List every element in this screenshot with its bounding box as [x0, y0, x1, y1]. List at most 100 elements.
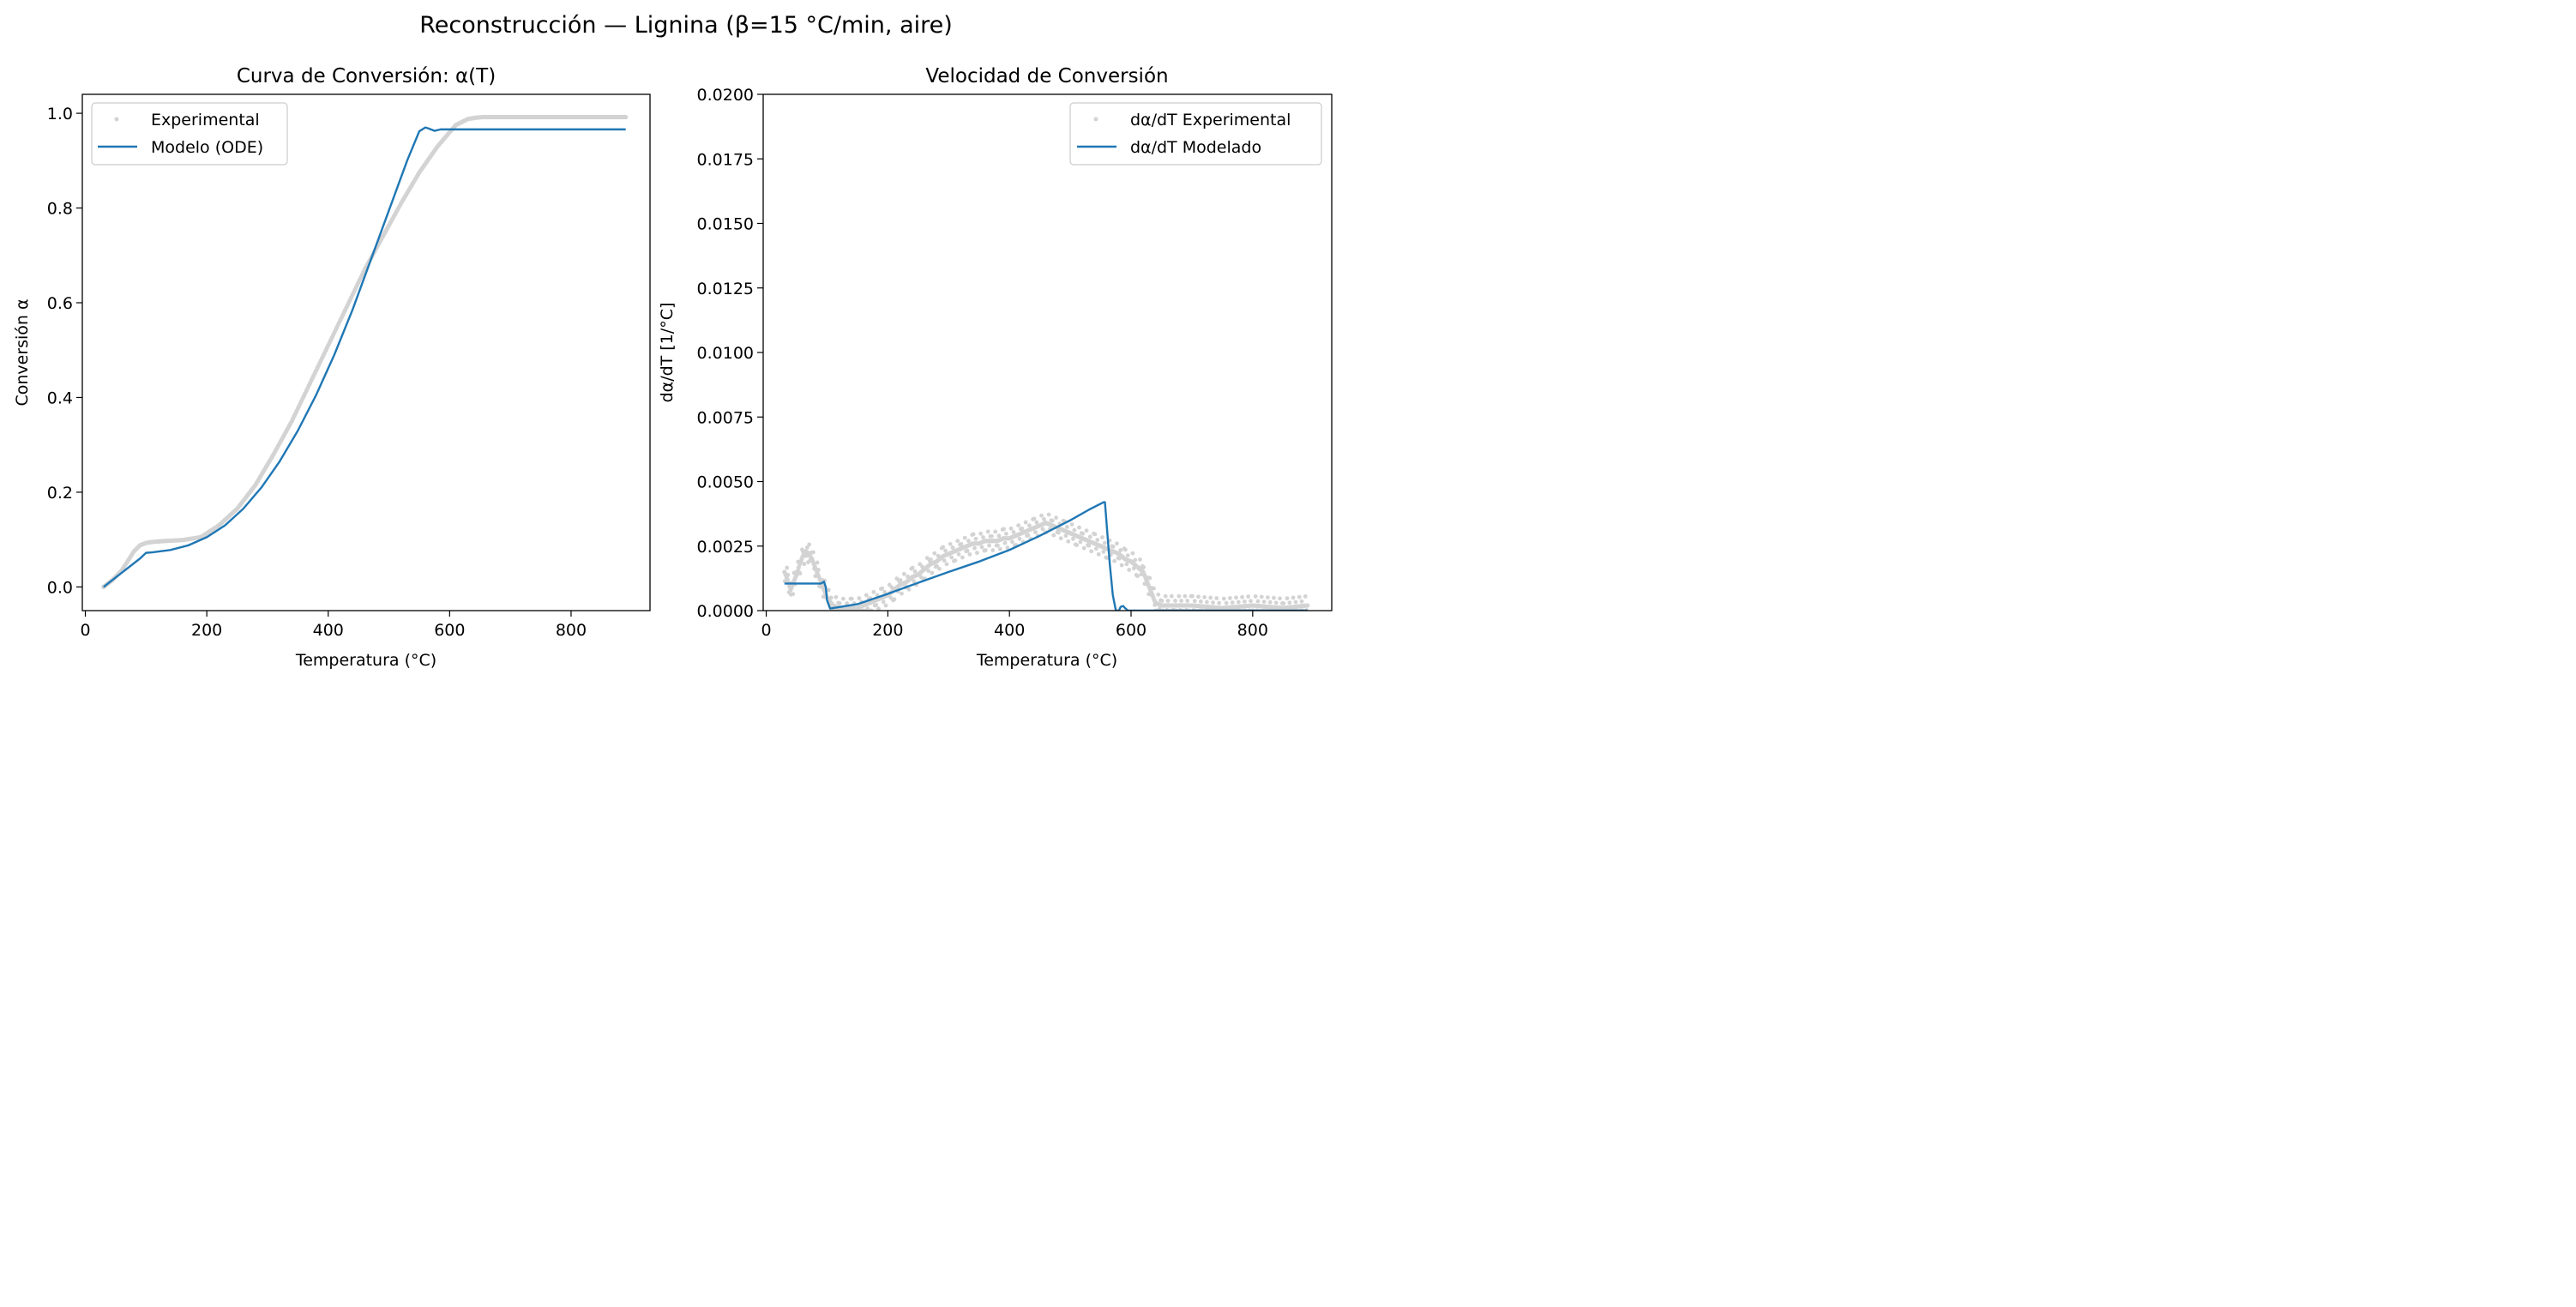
rate-experimental-point — [802, 562, 807, 567]
conversion-y-tick-label: 0.8 — [47, 200, 73, 219]
rate-experimental-point — [892, 597, 897, 602]
rate-experimental-point — [966, 539, 971, 544]
rate-experimental-point — [1196, 594, 1201, 599]
rate-experimental-point — [901, 571, 906, 576]
rate-experimental-point — [1236, 599, 1241, 605]
rate-experimental-point — [1198, 599, 1203, 604]
rate-experimental-point — [981, 535, 985, 539]
rate-experimental-point — [1004, 531, 1008, 536]
rate-experimental-point — [1273, 600, 1279, 605]
rate-experimental-point — [1208, 595, 1213, 600]
rate-experimental-point — [1034, 520, 1039, 525]
rate-experimental-point — [967, 551, 972, 557]
rate-experimental-point — [950, 545, 955, 550]
rate-experimental-point — [948, 541, 953, 546]
rate-experimental-point — [935, 563, 939, 569]
legend-experimental-marker — [114, 117, 119, 122]
rate-experimental-point — [1087, 534, 1092, 539]
rate-experimental-point — [815, 560, 820, 565]
rate-experimental-point — [1118, 548, 1123, 552]
rate-y-tick-label: 0.0075 — [697, 408, 754, 427]
rate-experimental-point — [1230, 600, 1235, 605]
conversion-y-tick-label: 0.4 — [47, 388, 73, 407]
rate-experimental-point — [880, 586, 885, 591]
rate-y-tick-label: 0.0200 — [697, 86, 754, 105]
rate-experimental-point — [937, 566, 942, 571]
rate-ticks: 0 200 400 600 800 0.0000 0.0025 0.0050 0.0075 0.0… — [697, 86, 1268, 640]
rate-experimental-point — [804, 545, 810, 550]
rate-experimental-point — [1110, 544, 1116, 549]
rate-experimental-point — [1125, 553, 1130, 557]
rate-experimental-point — [997, 546, 1002, 551]
rate-experimental-point — [900, 591, 904, 596]
rate-experimental-point — [990, 548, 996, 552]
rate-experimental-point — [1010, 539, 1014, 545]
rate-experimental-point — [1242, 599, 1247, 604]
rate-experimental-point — [1135, 574, 1140, 579]
rate-experimental-point — [785, 577, 790, 582]
rate-experimental-point — [971, 532, 976, 537]
rate-experimental-point — [1069, 522, 1074, 527]
rate-experimental-point — [1051, 533, 1056, 538]
legend-model-label: Modelo (ODE) — [151, 138, 263, 157]
rate-experimental-point — [990, 533, 994, 539]
rate-experimental-point — [849, 596, 854, 601]
rate-experimental-point — [1124, 562, 1129, 567]
rate-experimental-point — [791, 592, 796, 597]
rate-experimental-point — [1173, 599, 1177, 603]
rate-experimental-point — [1303, 594, 1308, 599]
rate-experimental-point — [1221, 596, 1226, 601]
rate-experimental-point — [1119, 563, 1124, 568]
rate-experimental-point — [857, 596, 862, 600]
rate-plot-area — [782, 501, 1310, 611]
rate-experimental-point — [828, 595, 834, 600]
rate-experimental-point — [1169, 593, 1174, 599]
rate-experimental-point — [1041, 517, 1046, 521]
rate-experimental-point — [1278, 596, 1282, 601]
rate-experimental-point — [1072, 527, 1077, 533]
rate-experimental-point — [1074, 543, 1080, 547]
conversion-x-tick-label: 400 — [313, 621, 344, 640]
rate-experimental-point — [887, 582, 892, 587]
rate-experimental-point — [1096, 551, 1101, 557]
rate-experimental-point — [1017, 536, 1022, 541]
rate-experimental-point — [864, 593, 869, 598]
conversion-y-tick-label: 0.0 — [47, 578, 73, 597]
rate-experimental-point — [894, 576, 900, 581]
rate-experimental-point — [953, 558, 958, 563]
rate-experimental-point — [876, 606, 881, 611]
figure-suptitle: Reconstrucción — Lignina (β=15 °C/min, a… — [419, 12, 953, 39]
conversion-y-tick-label: 1.0 — [47, 105, 73, 123]
rate-experimental-point — [785, 565, 790, 570]
rate-experimental-point — [1141, 565, 1147, 569]
rate-experimental-point — [1112, 558, 1117, 563]
conversion-panel-title: Curva de Conversión: α(T) — [237, 65, 496, 87]
rate-experimental-point — [874, 602, 879, 607]
rate-experimental-point — [1179, 599, 1184, 603]
rate-experimental-point — [888, 595, 894, 600]
rate-experimental-point — [1192, 599, 1197, 604]
rate-experimental-point — [1086, 543, 1092, 548]
rate-experimental-point — [1058, 536, 1063, 541]
rate-experimental-point — [882, 589, 888, 594]
rate-experimental-point — [1147, 575, 1153, 581]
rate-experimental-point — [1214, 596, 1219, 600]
rate-experimental-point — [1026, 533, 1031, 538]
rate-experimental-point — [1253, 593, 1258, 599]
rate-experimental-point — [1240, 594, 1244, 599]
rate-experimental-point — [811, 550, 816, 555]
rate-experimental-point — [1102, 540, 1107, 545]
rate-experimental-point — [918, 575, 924, 580]
rate-experimental-point — [1033, 530, 1038, 534]
rate-experimental-point — [785, 573, 791, 577]
rate-panel: Velocidad de Conversión Temperatura (°C)… — [658, 65, 1333, 670]
rate-experimental-point — [1039, 513, 1044, 518]
rate-experimental-point — [807, 542, 812, 547]
rate-experimental-point — [1130, 551, 1135, 556]
rate-experimental-point — [1050, 518, 1055, 523]
rate-experimental-point — [1127, 568, 1132, 572]
rate-experimental-point — [965, 548, 970, 553]
rate-experimental-point — [941, 545, 946, 550]
rate-experimental-point — [845, 601, 850, 605]
rate-experimental-point — [918, 562, 923, 567]
